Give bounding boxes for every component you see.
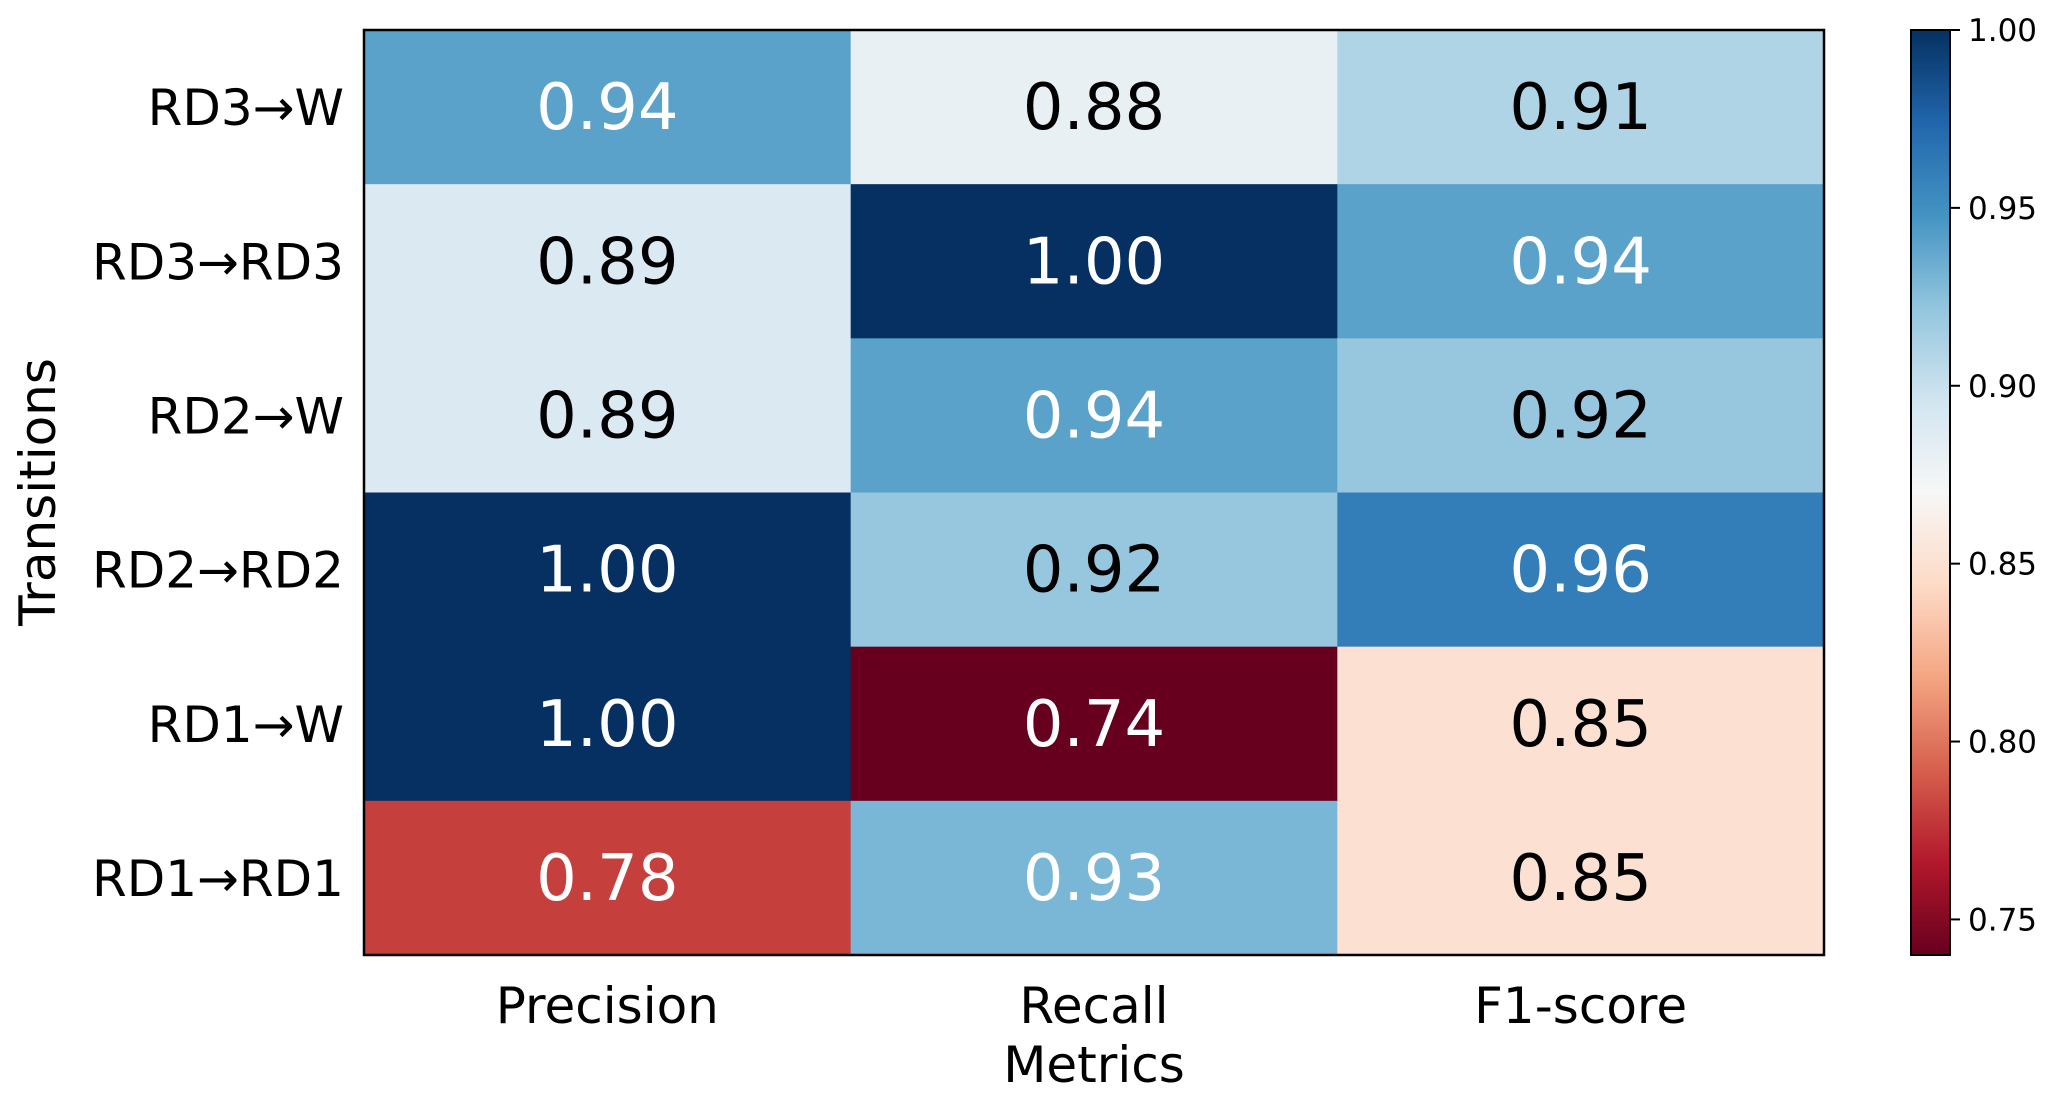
x-axis-label: Metrics [1003, 1036, 1185, 1094]
heatmap-cell [364, 492, 852, 648]
cell-value-label: 0.92 [1509, 379, 1652, 453]
heatmap-cell [850, 492, 1338, 648]
cell-value-label: 0.94 [1023, 379, 1166, 453]
heatmap-cell [364, 30, 852, 185]
heatmap-cell [1337, 184, 1825, 339]
heatmap-cell [364, 338, 852, 493]
x-tick-label: Precision [496, 977, 719, 1035]
colorbar-tick-label: 0.90 [1968, 369, 2037, 405]
heatmap-cell [364, 646, 852, 802]
colorbar-tick-label: 0.85 [1968, 547, 2037, 583]
heatmap-cell [1337, 338, 1825, 493]
heatmap-cell [1337, 800, 1825, 956]
cell-value-label: 0.93 [1023, 842, 1166, 916]
heatmap-cell [1337, 30, 1825, 185]
heatmap-cell [850, 338, 1338, 493]
colorbar-tick-label: 1.00 [1968, 13, 2037, 49]
plot-frame [362, 28, 1826, 957]
cell-value-label: 0.92 [1023, 534, 1166, 608]
y-tick-label: RD2→W [148, 387, 344, 445]
heatmap-cell [1337, 492, 1825, 648]
y-axis-label: Transitions [9, 358, 67, 627]
heatmap-cell [364, 800, 852, 956]
heatmap-cell [850, 184, 1338, 339]
cell-value-label: 0.85 [1509, 688, 1652, 762]
cell-value-label: 0.85 [1509, 842, 1652, 916]
cell-value-label: 1.00 [536, 688, 679, 762]
cell-value-label: 1.00 [536, 534, 679, 608]
heatmap-cell [850, 646, 1338, 802]
cell-value-label: 0.94 [536, 71, 679, 145]
cell-value-label: 0.94 [1509, 225, 1652, 299]
colorbar-ticks: 0.75 0.80 0.85 0.90 0.95 1.00 [1950, 13, 2037, 938]
cell-value-label: 0.78 [536, 842, 679, 916]
heatmap-cell [364, 184, 852, 339]
cell-value-label: 0.96 [1509, 534, 1652, 608]
cell-value-label: 0.74 [1023, 688, 1166, 762]
cell-value-label: 1.00 [1023, 225, 1166, 299]
heatmap-cells: 0.94 0.88 0.91 0.89 1.00 0.94 0.89 0.94 0.92 1.00… [364, 30, 1825, 956]
colorbar [1910, 29, 1951, 956]
y-tick-label: RD2→RD2 [92, 542, 344, 600]
cell-value-label: 0.91 [1509, 71, 1652, 145]
colorbar-tick-label: 0.95 [1968, 191, 2037, 227]
colorbar-tick-label: 0.80 [1968, 725, 2037, 761]
y-tick-label: RD1→RD1 [92, 850, 344, 908]
x-tick-label: F1-score [1474, 977, 1687, 1035]
y-tick-label: RD1→W [148, 696, 344, 754]
heatmap-cell [850, 30, 1338, 185]
y-tick-label: RD3→RD3 [92, 233, 344, 291]
heatmap-cell [850, 800, 1338, 956]
cell-value-label: 0.89 [536, 225, 679, 299]
y-tick-labels: RD3→W RD3→RD3 RD2→W RD2→RD2 RD1→W RD1→RD1 [92, 79, 344, 908]
colorbar-tick-label: 0.75 [1968, 902, 2037, 938]
x-tick-labels: Precision Recall F1-score [496, 977, 1687, 1035]
heatmap-cell [1337, 646, 1825, 802]
y-tick-label: RD3→W [148, 79, 344, 137]
cell-value-label: 0.88 [1023, 71, 1166, 145]
cell-value-label: 0.89 [536, 379, 679, 453]
x-tick-label: Recall [1019, 977, 1168, 1035]
